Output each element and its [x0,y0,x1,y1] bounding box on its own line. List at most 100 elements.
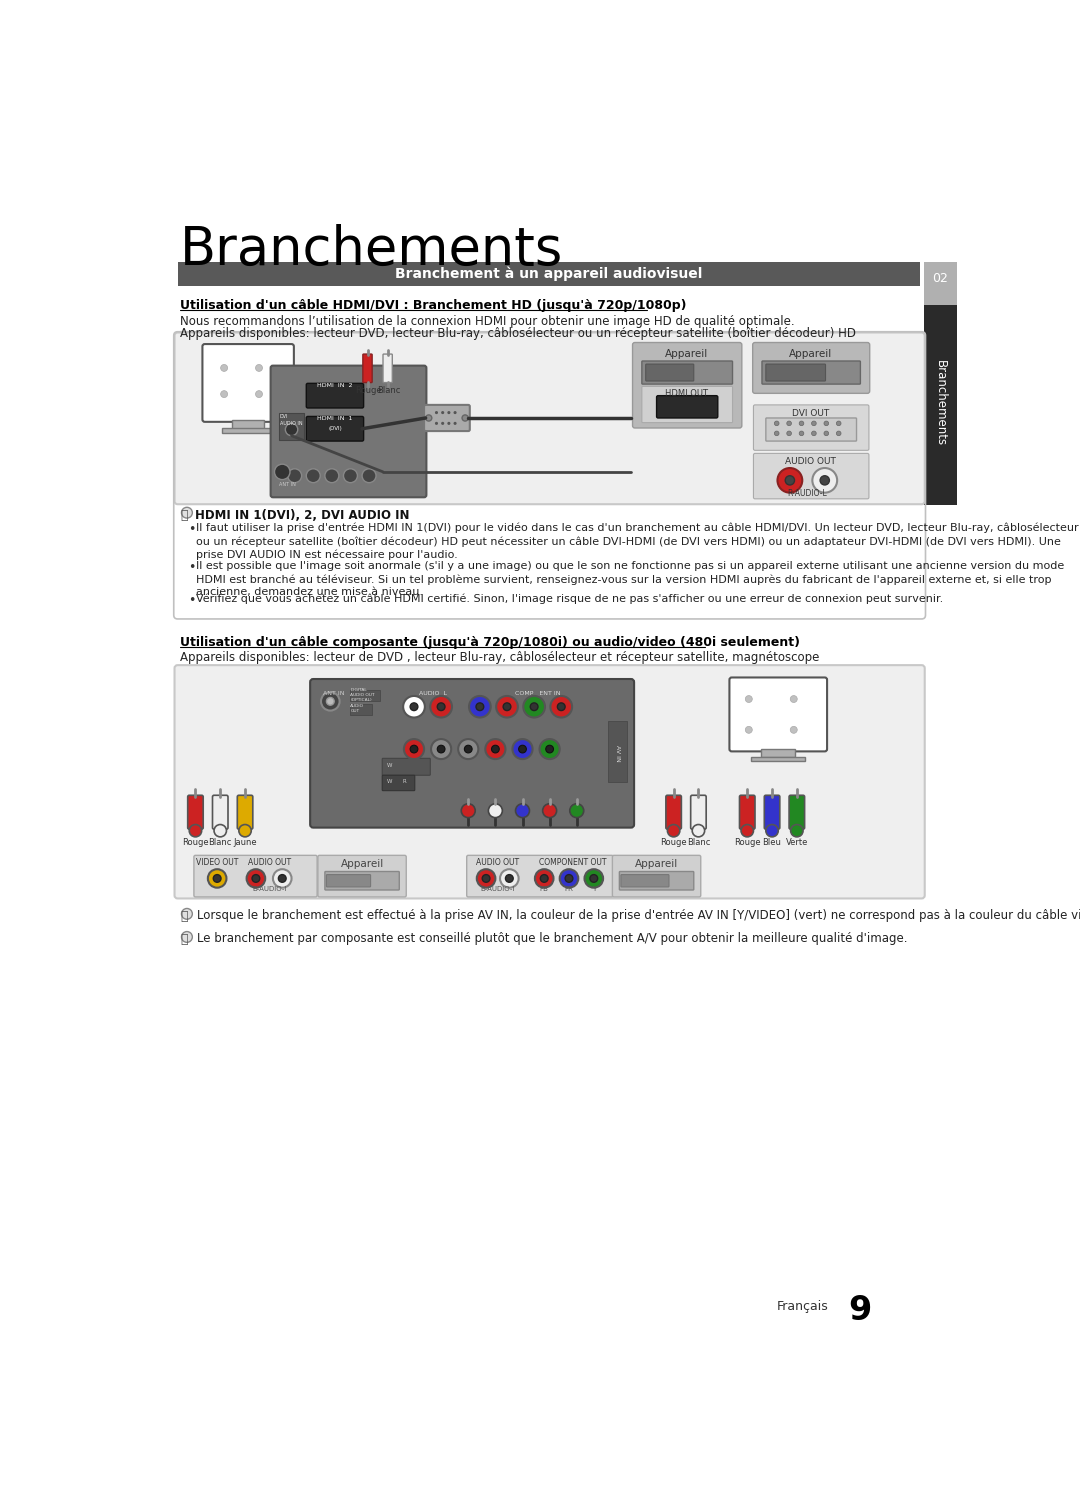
FancyBboxPatch shape [213,795,228,829]
Text: B-AUDIO-I: B-AUDIO-I [252,886,286,892]
FancyBboxPatch shape [175,665,924,898]
Circle shape [824,432,828,436]
Circle shape [430,696,451,717]
FancyBboxPatch shape [765,795,780,829]
Text: DVI
AUDIO IN: DVI AUDIO IN [280,414,302,426]
Circle shape [362,469,376,483]
Bar [221,427,274,433]
Circle shape [545,746,554,753]
FancyBboxPatch shape [271,366,427,498]
Circle shape [500,870,518,887]
Text: PB: PB [540,886,549,892]
Circle shape [464,746,472,753]
Circle shape [274,465,291,480]
Circle shape [307,469,321,483]
Text: COMP   ENT IN: COMP ENT IN [515,692,561,696]
FancyBboxPatch shape [740,795,755,829]
Circle shape [786,421,792,426]
Text: Il est possible que l'image soit anormale (s'il y a une image) ou que le son ne : Il est possible que l'image soit anormal… [197,562,1065,598]
Text: Le branchement par composante est conseillé plutôt que le branchement A/V pour o: Le branchement par composante est consei… [197,932,907,946]
Circle shape [404,740,424,759]
Circle shape [551,696,572,717]
Text: Y: Y [592,886,596,892]
Circle shape [791,696,797,702]
Text: COMPONENT OUT: COMPONENT OUT [539,859,607,868]
FancyBboxPatch shape [326,874,370,887]
Circle shape [584,870,603,887]
Circle shape [745,726,753,734]
FancyBboxPatch shape [633,342,742,427]
Circle shape [252,874,260,883]
Text: •: • [188,523,195,536]
Circle shape [565,874,572,883]
Text: Utilisation d'un câble composante (jusqu'à 720p/1080i) ou audio/video (480i seul: Utilisation d'un câble composante (jusqu… [180,636,800,648]
Circle shape [441,411,444,414]
Circle shape [454,411,457,414]
Text: DIGITAL
AUDIO OUT
(OPTICAL): DIGITAL AUDIO OUT (OPTICAL) [350,689,375,702]
Text: Rouge: Rouge [355,385,381,394]
Circle shape [791,726,797,734]
Circle shape [207,870,227,887]
Text: Blanc: Blanc [377,385,400,394]
Circle shape [824,421,828,426]
Circle shape [836,432,841,436]
Circle shape [214,825,227,837]
Circle shape [181,932,192,943]
FancyBboxPatch shape [188,795,203,829]
Circle shape [590,874,597,883]
FancyBboxPatch shape [657,396,718,418]
Circle shape [778,468,802,493]
Text: PR: PR [565,886,573,892]
Circle shape [524,696,545,717]
Text: Appareils disponibles: lecteur de DVD , lecteur Blu-ray, câblosélecteur et récep: Appareils disponibles: lecteur de DVD , … [180,651,820,665]
Text: Nous recommandons l’utilisation de la connexion HDMI pour obtenir une image HD d: Nous recommandons l’utilisation de la co… [180,315,795,327]
Text: AUDIO OUT: AUDIO OUT [247,859,291,868]
Text: Rouge: Rouge [734,838,760,847]
FancyBboxPatch shape [666,795,681,829]
Circle shape [518,746,526,753]
Circle shape [410,702,418,711]
Circle shape [570,804,583,817]
Circle shape [435,411,438,414]
Circle shape [273,870,292,887]
Bar [350,690,380,701]
Text: (DVI): (DVI) [328,426,342,430]
Text: HDMI  IN  1: HDMI IN 1 [318,417,353,421]
Circle shape [246,870,266,887]
Text: Branchements: Branchements [180,224,564,276]
FancyBboxPatch shape [467,856,613,896]
FancyBboxPatch shape [307,417,364,441]
Circle shape [426,415,432,421]
Circle shape [189,825,202,837]
Text: Appareil: Appareil [665,348,708,359]
FancyBboxPatch shape [642,387,732,423]
Text: 9: 9 [848,1294,872,1327]
Circle shape [213,874,221,883]
Bar [232,420,265,429]
Text: R: R [403,778,406,784]
Text: •: • [188,593,195,607]
Circle shape [505,874,513,883]
Circle shape [285,423,298,436]
Text: W: W [387,763,392,768]
Bar [924,305,957,505]
Circle shape [811,421,816,426]
Text: HDMI  IN  2: HDMI IN 2 [318,384,353,388]
Circle shape [791,825,804,837]
Circle shape [325,469,339,483]
Circle shape [799,421,804,426]
Circle shape [488,804,502,817]
Circle shape [557,702,565,711]
Circle shape [503,702,511,711]
FancyBboxPatch shape [318,856,406,896]
Text: Vérifiez que vous achetez un câble HDMI certifié. Sinon, l'image risque de ne pa: Vérifiez que vous achetez un câble HDMI … [197,593,944,604]
FancyBboxPatch shape [363,354,373,382]
Circle shape [454,421,457,424]
Circle shape [403,696,424,717]
Circle shape [535,870,554,887]
Circle shape [462,415,469,421]
Circle shape [515,804,529,817]
Text: AUDIO
OUT: AUDIO OUT [350,704,364,713]
FancyBboxPatch shape [612,856,701,896]
Circle shape [469,696,490,717]
